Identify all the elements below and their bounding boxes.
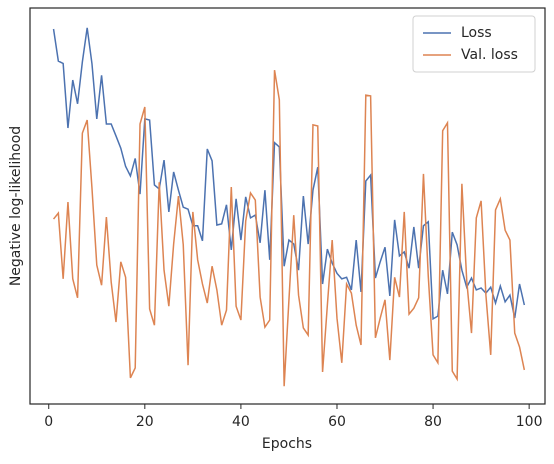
line-series: [52, 27, 526, 321]
x-tick-label: 0: [44, 414, 53, 430]
x-tick-label: 40: [232, 414, 250, 430]
x-tick-label: 100: [516, 414, 543, 430]
legend-box: [412, 15, 536, 73]
x-tick-label: 20: [136, 414, 154, 430]
x-axis-label: Epochs: [262, 436, 312, 452]
legend-label: Val. loss: [461, 47, 518, 63]
x-tick-label: 80: [424, 414, 442, 430]
line-series: [52, 70, 526, 387]
plot-frame: [29, 7, 546, 405]
y-axis-label: Negative log-likelihood: [8, 126, 24, 286]
legend-label: Loss: [461, 25, 492, 41]
x-tick-label: 60: [328, 414, 346, 430]
